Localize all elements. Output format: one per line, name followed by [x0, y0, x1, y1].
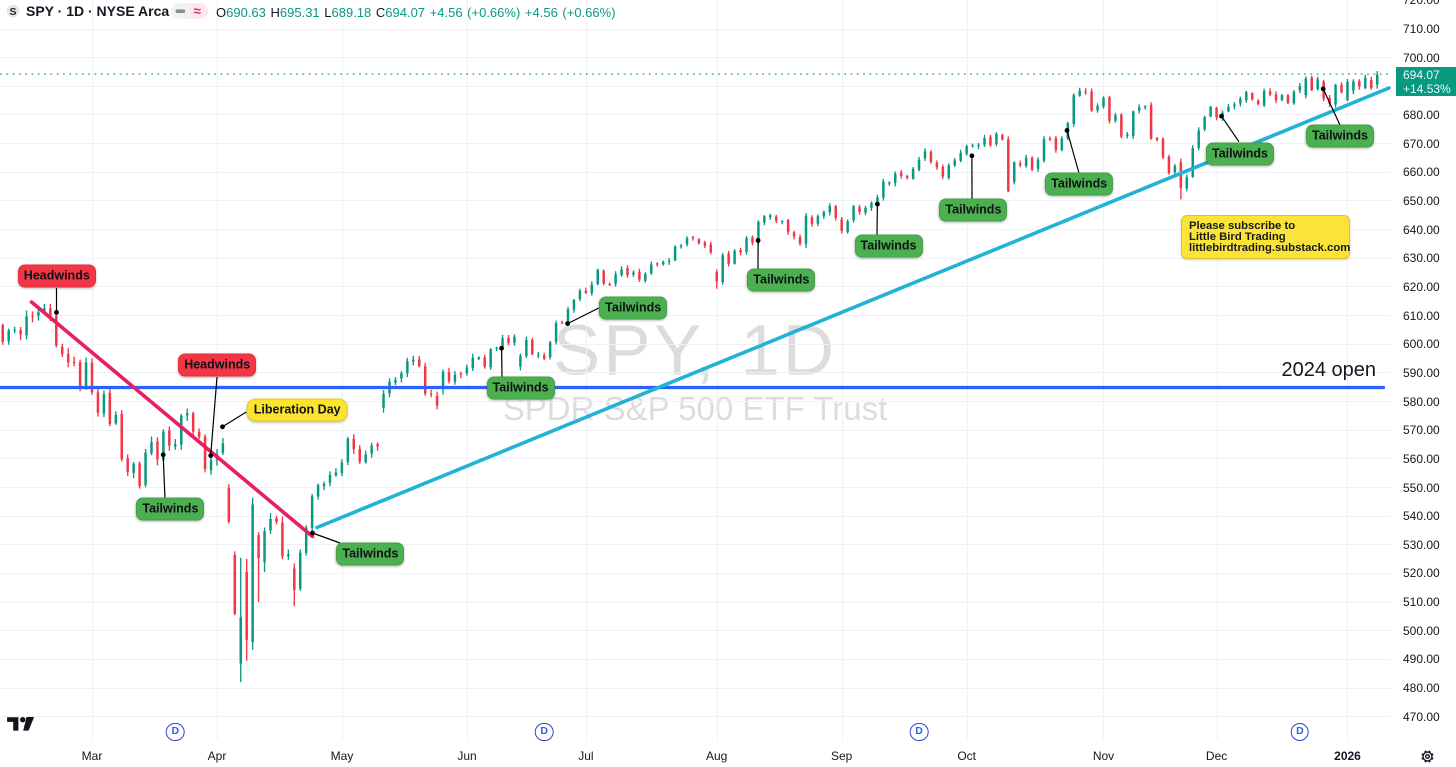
svg-text:S: S [9, 6, 16, 18]
svg-text:≈: ≈ [194, 3, 202, 18]
